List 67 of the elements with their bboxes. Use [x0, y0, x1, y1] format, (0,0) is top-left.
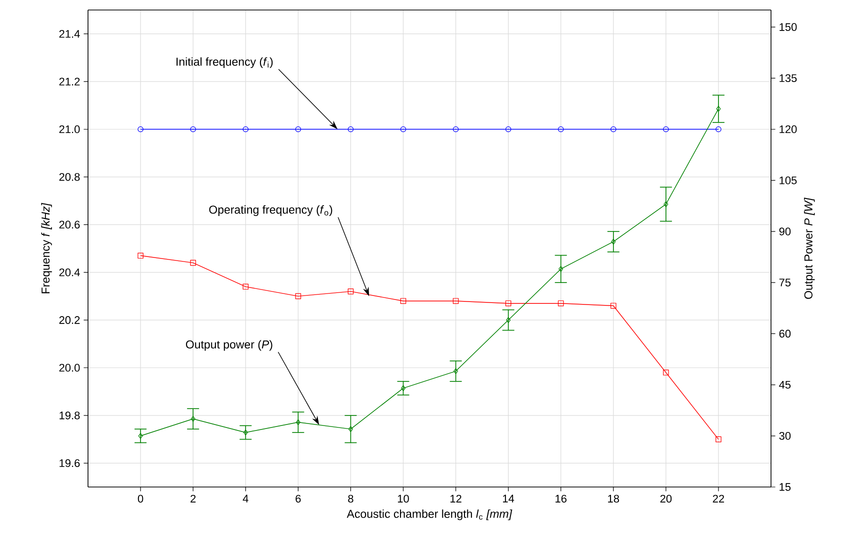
point — [138, 252, 144, 259]
point — [611, 238, 616, 245]
point — [400, 126, 406, 132]
x-axis-title: Acoustic chamber length l$_{c}$ [mm] — [346, 509, 512, 520]
point — [716, 126, 722, 132]
point — [506, 317, 511, 323]
point — [663, 126, 669, 132]
point — [505, 300, 512, 306]
annotation: Initial frequency (f$_{i}$) — [176, 57, 273, 68]
y2-tick-label: 45 — [779, 380, 791, 389]
point — [243, 430, 248, 436]
y-tick-label: 20.8 — [59, 173, 80, 181]
x-tick-label: 10 — [398, 494, 409, 503]
y2-tick-label: 135 — [780, 74, 797, 82]
y-tick-label: 21.4 — [59, 30, 80, 38]
annotation: Operating frequency (f$_{o}$) — [209, 205, 332, 216]
point — [663, 370, 669, 376]
point — [610, 302, 616, 309]
point — [452, 298, 459, 304]
x-tick-label: 20 — [660, 494, 672, 503]
y-tick-label: 21.0 — [59, 125, 80, 134]
point — [295, 293, 302, 300]
point — [242, 284, 249, 290]
point — [348, 288, 354, 294]
x-tick-label: 0 — [138, 494, 144, 503]
y2-tick-label: 90 — [779, 228, 791, 236]
y-tick-label: 19.8 — [60, 412, 80, 420]
y-tick-label: 20.0 — [59, 364, 80, 372]
point — [190, 416, 196, 422]
y2-tick-label: 30 — [779, 432, 791, 440]
x-tick-label: 2 — [190, 494, 196, 502]
y2-tick-label: 60 — [779, 330, 791, 338]
point — [610, 126, 616, 132]
y2-tick-label: 75 — [779, 278, 791, 286]
point — [505, 126, 512, 132]
y2-tick-label: 105 — [780, 176, 797, 184]
point — [295, 126, 302, 132]
y-tick-label: 20.6 — [59, 220, 80, 229]
annotation: Output power (P) — [186, 340, 272, 351]
x-tick-label: 4 — [242, 494, 248, 502]
point — [190, 260, 196, 266]
point — [558, 266, 564, 272]
y2-tick-label: 150 — [780, 23, 797, 31]
point — [664, 201, 668, 208]
point — [716, 436, 722, 442]
y2-tick-label: 120 — [780, 125, 797, 134]
point — [452, 126, 459, 132]
y-tick-label: 21.2 — [59, 78, 80, 86]
x-tick-label: 18 — [608, 494, 620, 503]
x-tick-label: 16 — [556, 494, 566, 503]
y2-tick-label: 15 — [780, 483, 791, 491]
point — [558, 126, 564, 132]
y-axis-title: Frequency f [kHz] — [41, 202, 52, 294]
point — [400, 298, 406, 304]
x-tick-label: 12 — [450, 494, 462, 502]
point — [190, 126, 196, 132]
x-tick-label: 6 — [296, 494, 301, 503]
y-tick-label: 19.6 — [60, 459, 80, 468]
point — [558, 300, 564, 306]
x-tick-label: 8 — [348, 494, 354, 503]
y-tick-label: 20.4 — [59, 268, 80, 276]
x-tick-label: 14 — [503, 494, 514, 502]
point — [348, 126, 354, 132]
y-tick-label: 20.2 — [59, 316, 80, 324]
x-tick-label: 22 — [712, 494, 724, 502]
point — [242, 126, 249, 132]
y2-axis-title: Output Power P [W] — [804, 198, 815, 299]
